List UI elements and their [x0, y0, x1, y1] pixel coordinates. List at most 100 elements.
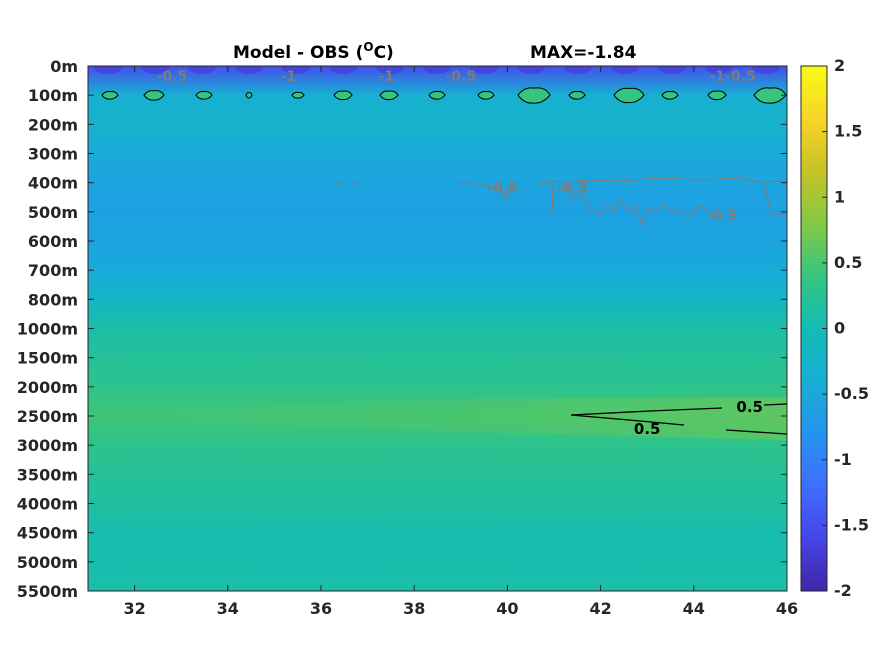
contour-label: 0.5 [634, 420, 661, 438]
surface-texture [94, 66, 780, 74]
heatmap-field [88, 66, 787, 591]
contour-blob [379, 90, 399, 101]
surface-ripple [94, 66, 122, 74]
contour-blob [661, 91, 679, 100]
y-tick-label: 5500m [17, 582, 78, 601]
surface-ripple [658, 66, 686, 74]
contour-line-neg05-c [539, 177, 787, 227]
colorbar-tick-label: -2 [834, 581, 852, 600]
contour-label: -0.5 [445, 69, 476, 85]
y-tick-label: 100m [28, 86, 78, 105]
y-tick-label: 4500m [17, 524, 78, 543]
contour-blob [333, 90, 353, 101]
x-tick-label: 46 [776, 599, 798, 618]
contour-blob [195, 91, 213, 100]
contour-label: -1 [709, 69, 725, 85]
surface-ripple [564, 66, 592, 74]
contour-line-05-lower [570, 414, 787, 435]
surface-ripple [470, 66, 498, 74]
x-tick-label: 44 [683, 599, 705, 618]
max-annotation: MAX=-1.84 [530, 43, 637, 63]
chart-title: Model - OBS (OC) [233, 40, 394, 63]
warm-band [88, 397, 787, 440]
colorbar-tick-label: -1.5 [834, 515, 869, 534]
colorbar-tick-label: -1 [834, 450, 852, 469]
contour-blob [101, 91, 119, 100]
surface-ripple [282, 66, 310, 74]
contour-label: -1 [281, 69, 297, 85]
x-tick-label: 32 [123, 599, 145, 618]
contour-line-neg05-a [336, 181, 360, 185]
contour-labels: 0.50.5-0.5 -1 -1 -0.5 -1 -0.5-0.5 -0.5-0.5 [157, 69, 763, 438]
surface-ripple [329, 66, 357, 74]
contour-blob [291, 91, 305, 99]
y-tick-label: 400m [28, 174, 78, 193]
surface-ripple [611, 66, 639, 74]
contour-blob [517, 87, 551, 104]
contour-label: -0.5 [725, 69, 756, 85]
surface-ripple [235, 66, 263, 74]
contour-lines-black [570, 403, 787, 435]
surface-ripple [705, 66, 733, 74]
surface-ripple [188, 66, 216, 74]
contour-label: -1 [378, 69, 394, 85]
y-tick-label: 1000m [17, 320, 78, 339]
contour-label: -0.5 [706, 208, 737, 224]
x-tick-label: 42 [589, 599, 611, 618]
colorbar-tick-label: 0.5 [834, 253, 862, 272]
y-tick-label: 5000m [17, 553, 78, 572]
x-tick-label: 36 [310, 599, 332, 618]
colorbar-tick-label: 1 [834, 187, 845, 206]
contour-blob [428, 91, 446, 100]
x-tick-label: 40 [496, 599, 518, 618]
contour-blobs-100m [101, 87, 787, 104]
y-tick-label: 0m [50, 57, 78, 76]
y-tick-label: 3000m [17, 436, 78, 455]
y-tick-label: 200m [28, 115, 78, 134]
y-tick-label: 2500m [17, 407, 78, 426]
y-tick-label: 800m [28, 290, 78, 309]
contour-blob [143, 90, 165, 101]
contour-line-neg05-b [458, 180, 515, 202]
y-tick-label: 500m [28, 203, 78, 222]
colorbar: 2 1.5 1 0.5 0 -0.5 -1 -1.5 -2 [800, 56, 869, 600]
colorbar-tick-label: 2 [834, 56, 845, 75]
y-tick-label: 3500m [17, 465, 78, 484]
y-tick-label: 300m [28, 145, 78, 164]
surface-ripple [376, 66, 404, 74]
chart-title-degree: O [363, 40, 373, 54]
contour-label: -0.5 [487, 181, 518, 197]
surface-ripple [423, 66, 451, 74]
surface-ripple [517, 66, 545, 74]
x-axis: 32 34 36 38 40 42 44 46 [123, 66, 798, 618]
contour-blob [477, 91, 495, 100]
chart-title-main: Model - OBS ( [233, 43, 363, 63]
plot-area: 0.50.5-0.5 -1 -1 -0.5 -1 -0.5-0.5 -0.5-0.5 [87, 65, 788, 592]
colorbar-tick-label: -0.5 [834, 384, 869, 403]
contour-blob [568, 91, 586, 100]
contour-blob [613, 87, 645, 104]
y-tick-label: 4000m [17, 495, 78, 514]
contour-blob [707, 90, 727, 101]
colorbar-tick-label: 0 [834, 319, 845, 338]
contour-line-05-upper [570, 403, 787, 416]
contour-blob [245, 92, 253, 99]
contour-lines-gray [336, 177, 787, 227]
y-tick-label: 1500m [17, 349, 78, 368]
contour-label: -0.5 [157, 69, 188, 85]
y-tick-label: 700m [28, 261, 78, 280]
surface-ripple [141, 66, 169, 74]
contour-label: 0.5 [736, 398, 763, 416]
contour-label: -0.5 [557, 181, 588, 197]
y-axis: 0m 100m 200m 300m 400m 500m 600m 700m 800m 1000m 1… [17, 57, 787, 601]
x-tick-label: 38 [403, 599, 425, 618]
y-tick-label: 600m [28, 232, 78, 251]
colorbar-tick-label: 1.5 [834, 122, 862, 141]
x-tick-label: 34 [217, 599, 239, 618]
surface-ripple [752, 66, 780, 74]
y-tick-label: 2000m [17, 378, 78, 397]
colorbar-ticks: 2 1.5 1 0.5 0 -0.5 -1 -1.5 -2 [822, 56, 869, 600]
warm-band-shape [88, 397, 787, 440]
chart-title-unit: C) [374, 43, 394, 63]
